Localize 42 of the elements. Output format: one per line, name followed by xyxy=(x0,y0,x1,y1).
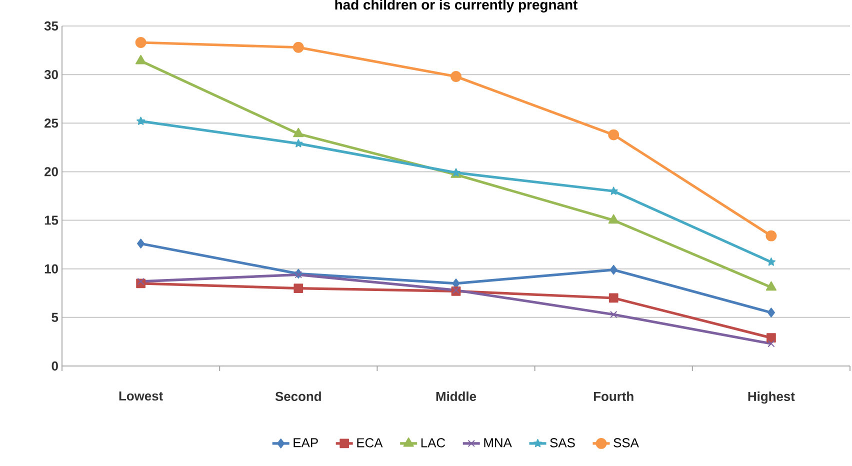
x-tick-label: Second xyxy=(275,392,321,402)
point xyxy=(766,230,777,242)
legend-label: SSA xyxy=(614,438,639,448)
y-tick-label: 35 xyxy=(44,21,58,31)
point xyxy=(768,340,775,348)
point xyxy=(608,129,620,140)
legend-label: ECA xyxy=(357,438,383,448)
point xyxy=(135,54,146,64)
y-tick-label: 5 xyxy=(52,312,58,322)
legend-label: EAP xyxy=(294,438,318,448)
point xyxy=(137,238,145,248)
point xyxy=(766,281,777,291)
point xyxy=(450,71,462,82)
y-tick-label: 25 xyxy=(44,118,58,128)
x-tick-label: Lowest xyxy=(119,392,163,401)
point xyxy=(766,258,776,266)
y-tick-label: 15 xyxy=(44,216,58,225)
point xyxy=(609,186,618,195)
point xyxy=(292,42,304,53)
point xyxy=(137,278,144,286)
y-tick-label: 0 xyxy=(52,361,58,371)
y-tick-label: 10 xyxy=(44,264,58,274)
point xyxy=(294,139,303,148)
y-tick-label: 30 xyxy=(44,70,58,80)
point xyxy=(766,333,776,343)
legend-label: SAS xyxy=(550,438,575,448)
x-tick-label: Highest xyxy=(748,392,795,404)
x-tick-label: Middle xyxy=(436,392,476,402)
point xyxy=(293,128,304,138)
y-tick-label: 20 xyxy=(44,167,58,176)
point xyxy=(294,271,302,278)
legend-label: LAC xyxy=(421,438,446,448)
legend-label: MNA xyxy=(484,438,512,448)
point xyxy=(135,37,146,48)
point xyxy=(767,308,775,318)
point xyxy=(610,264,618,275)
point xyxy=(294,284,304,293)
x-tick-label: Fourth xyxy=(594,392,634,402)
point xyxy=(136,116,146,125)
point xyxy=(608,293,618,303)
point xyxy=(610,310,618,318)
point xyxy=(608,214,619,224)
